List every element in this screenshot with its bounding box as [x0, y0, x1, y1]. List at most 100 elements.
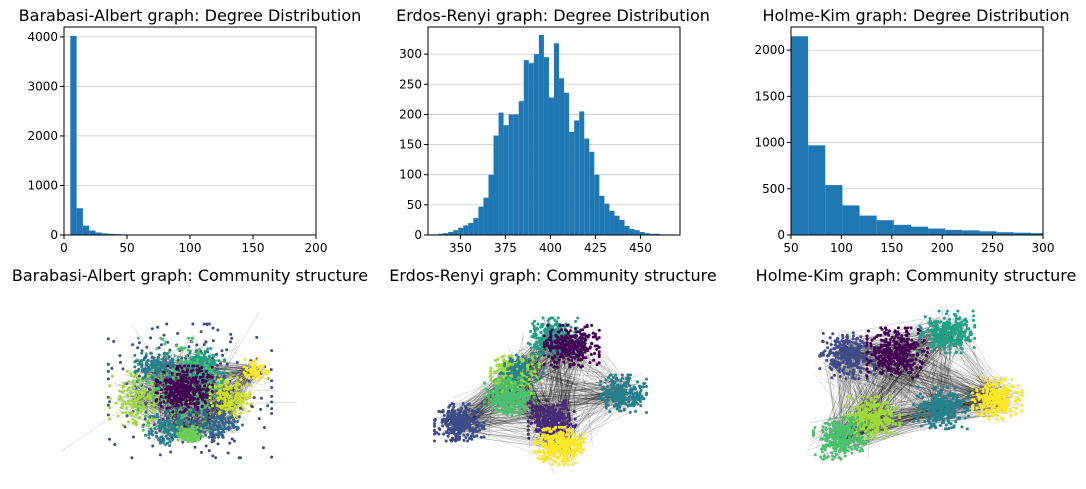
y-tick-label: 100: [399, 168, 422, 182]
axes-frame: [427, 26, 681, 236]
graph-node: [235, 405, 239, 409]
graph-node: [214, 419, 218, 423]
graph-node: [489, 376, 493, 380]
y-tick-label: 300: [399, 47, 422, 61]
graph-node: [572, 347, 576, 351]
graph-node: [215, 404, 219, 408]
graph-node: [148, 368, 152, 372]
graph-node: [240, 404, 244, 408]
graph-node: [503, 366, 507, 370]
graph-node: [165, 372, 169, 376]
graph-node: [193, 445, 197, 449]
x-tick-label: 50: [783, 241, 798, 255]
graph-node: [191, 373, 195, 377]
graph-node: [571, 342, 575, 346]
graph-node: [141, 376, 145, 380]
graph-node: [163, 342, 167, 346]
graph-node: [146, 410, 150, 414]
graph-node: [221, 428, 225, 432]
graph-node: [572, 356, 576, 360]
graph-node: [121, 384, 125, 388]
graph-node: [153, 427, 157, 431]
graph-node: [149, 432, 153, 436]
graph-node: [203, 430, 207, 434]
graph-node: [139, 405, 143, 409]
graph-node: [542, 351, 546, 355]
graph-node: [131, 385, 135, 389]
graph-node: [221, 353, 225, 357]
graph-node: [230, 336, 234, 340]
graph-node: [167, 369, 171, 373]
x-tick-label: 350: [449, 241, 472, 255]
graph-edge: [212, 425, 232, 429]
graph-node: [171, 401, 175, 405]
graph-node: [142, 423, 146, 427]
y-tick-label: 1500: [754, 89, 785, 103]
histogram-bar: [564, 92, 570, 235]
graph-node: [183, 438, 187, 442]
graph-node: [175, 402, 179, 406]
histogram-bar: [945, 229, 963, 235]
graph-node: [108, 384, 112, 388]
graph-node: [131, 417, 135, 421]
graph-node: [155, 347, 159, 351]
histogram-bar: [95, 232, 102, 235]
histogram-bar: [438, 233, 444, 235]
graph-node: [566, 331, 570, 335]
graph-node: [265, 372, 269, 376]
graph-node: [562, 360, 566, 364]
graph-node: [583, 347, 587, 351]
graph-node: [570, 338, 574, 342]
graph-node: [576, 358, 580, 362]
graph-node: [245, 402, 249, 406]
graph-node: [193, 377, 197, 381]
graph-node: [205, 364, 209, 368]
graph-node: [208, 363, 212, 367]
graph-node: [566, 340, 570, 344]
graph-node: [216, 367, 220, 371]
graph-node: [235, 360, 239, 364]
graph-node: [214, 456, 218, 460]
graph-node: [229, 332, 233, 336]
graph-edge: [229, 366, 246, 395]
graph-node: [164, 434, 168, 438]
graph-node: [270, 394, 274, 398]
graph-node: [206, 421, 210, 425]
graph-node: [505, 363, 509, 367]
histogram-bar: [928, 228, 946, 235]
graph-node: [151, 444, 155, 448]
graph-node: [123, 425, 127, 429]
graph-node: [118, 354, 122, 358]
graph-node: [199, 330, 203, 334]
graph-node: [527, 354, 531, 358]
graph-node: [185, 373, 189, 377]
graph-node: [148, 396, 152, 400]
graph-node: [149, 336, 153, 340]
graph-node: [201, 375, 205, 379]
graph-node: [177, 418, 181, 422]
graph-node: [140, 363, 144, 367]
graph-node: [221, 435, 225, 439]
graph-node: [195, 364, 199, 368]
graph-node: [202, 322, 206, 326]
graph-node: [165, 428, 169, 432]
graph-node: [588, 361, 592, 365]
graph-node: [259, 396, 263, 400]
graph-node: [198, 391, 202, 395]
graph-node: [200, 365, 204, 369]
graph-node: [579, 365, 583, 369]
graph-node: [597, 345, 601, 349]
graph-node: [120, 411, 124, 415]
graph-node: [132, 374, 136, 378]
chart-title-er-community: Erdos-Renyi graph: Community structure: [389, 266, 716, 285]
graph-node: [248, 368, 252, 372]
graph-node: [159, 404, 163, 408]
graph-node: [240, 397, 244, 401]
graph-node: [211, 353, 215, 357]
graph-node: [190, 424, 194, 428]
graph-node: [254, 369, 258, 373]
graph-node: [161, 417, 165, 421]
graph-node: [204, 355, 208, 359]
graph-node: [209, 347, 213, 351]
graph-node: [235, 425, 239, 429]
